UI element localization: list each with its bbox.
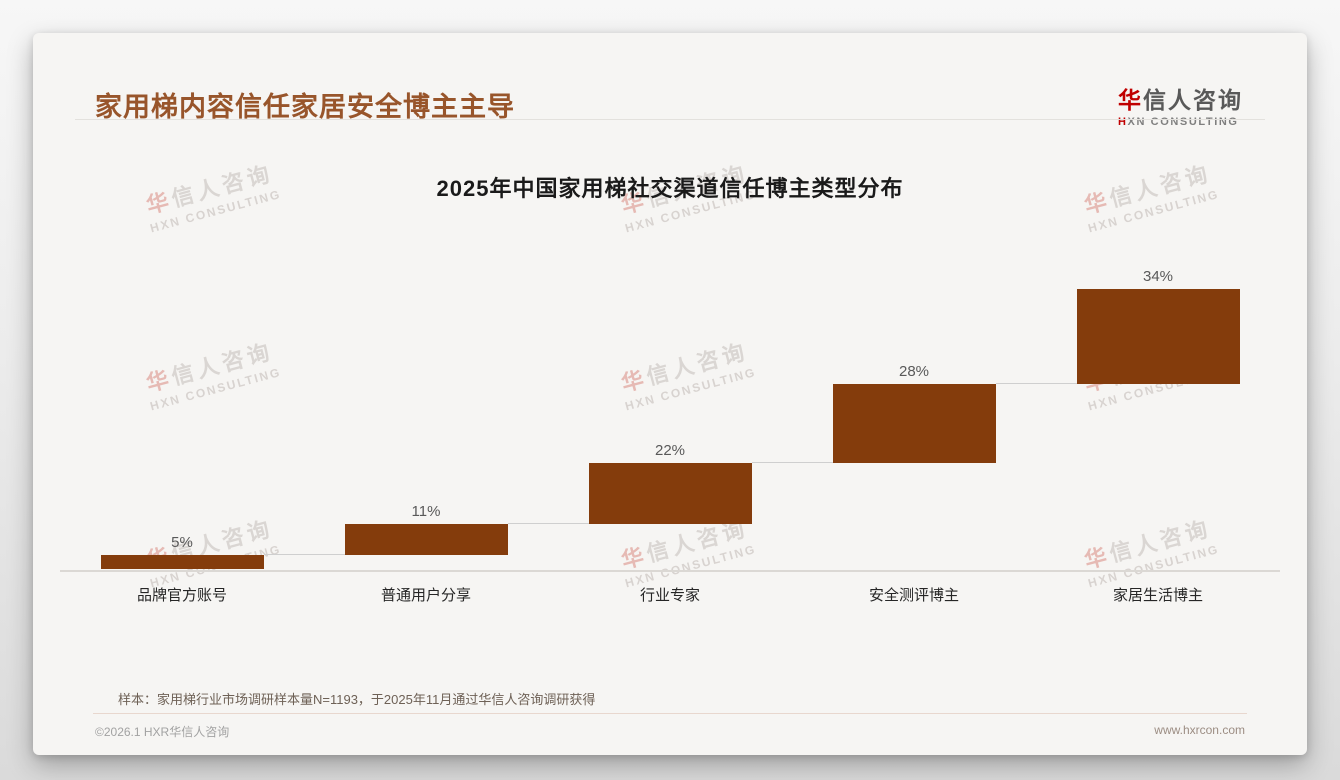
connector-line bbox=[507, 523, 589, 525]
bar-value-label: 5% bbox=[171, 534, 193, 551]
logo-english-text: HXN CONSULTING bbox=[1118, 116, 1239, 128]
x-axis-line bbox=[60, 570, 1280, 572]
footer-divider bbox=[93, 713, 1247, 714]
page-title: 家用梯内容信任家居安全博主主导 bbox=[95, 92, 515, 122]
slide-card: 华信人咨询 HXN CONSULTING 华信人咨询 HXN CONSULTING 华信… bbox=[33, 33, 1307, 755]
x-axis-category-label: 品牌官方账号 bbox=[136, 587, 227, 604]
chart-title: 2025年中国家用梯社交渠道信任博主类型分布 bbox=[436, 176, 904, 201]
bar-value-label: 22% bbox=[654, 441, 686, 459]
waterfall-bar bbox=[344, 524, 508, 555]
waterfall-bar bbox=[1076, 289, 1240, 385]
logo-chinese-text: 华信人咨询 bbox=[1118, 87, 1243, 113]
sample-footnote: 样本：家用梯行业市场调研样本量N=1193，于2025年11月通过华信人咨询调研… bbox=[118, 692, 596, 707]
connector-line bbox=[751, 461, 833, 463]
company-logo: 华信人咨询 HXN CONSULTING bbox=[1118, 81, 1243, 128]
bar-value-label: 34% bbox=[1142, 268, 1174, 285]
bar-value-label: 11% bbox=[411, 503, 441, 521]
x-axis-category-label: 家居生活博主 bbox=[1112, 587, 1203, 604]
connector-line bbox=[995, 383, 1077, 385]
waterfall-bar bbox=[100, 555, 264, 569]
connector-line bbox=[263, 554, 345, 555]
waterfall-bar bbox=[588, 462, 752, 525]
website-url: www.hxrcon.com bbox=[1154, 723, 1245, 737]
header-divider bbox=[75, 119, 1265, 120]
waterfall-bar bbox=[832, 384, 996, 463]
bar-value-label: 28% bbox=[898, 363, 930, 381]
copyright-text: ©2026.1 HXR华信人咨询 bbox=[95, 725, 230, 739]
chart-plot-area: 5% 品牌官方账号 11% 普通用户分享 22% 行业专家 28% 安全测评博主 34% 家居生活… bbox=[60, 232, 1280, 604]
x-axis-category-label: 安全测评博主 bbox=[868, 587, 959, 604]
x-axis-category-label: 普通用户分享 bbox=[380, 587, 471, 604]
x-axis-category-label: 行业专家 bbox=[639, 587, 700, 604]
